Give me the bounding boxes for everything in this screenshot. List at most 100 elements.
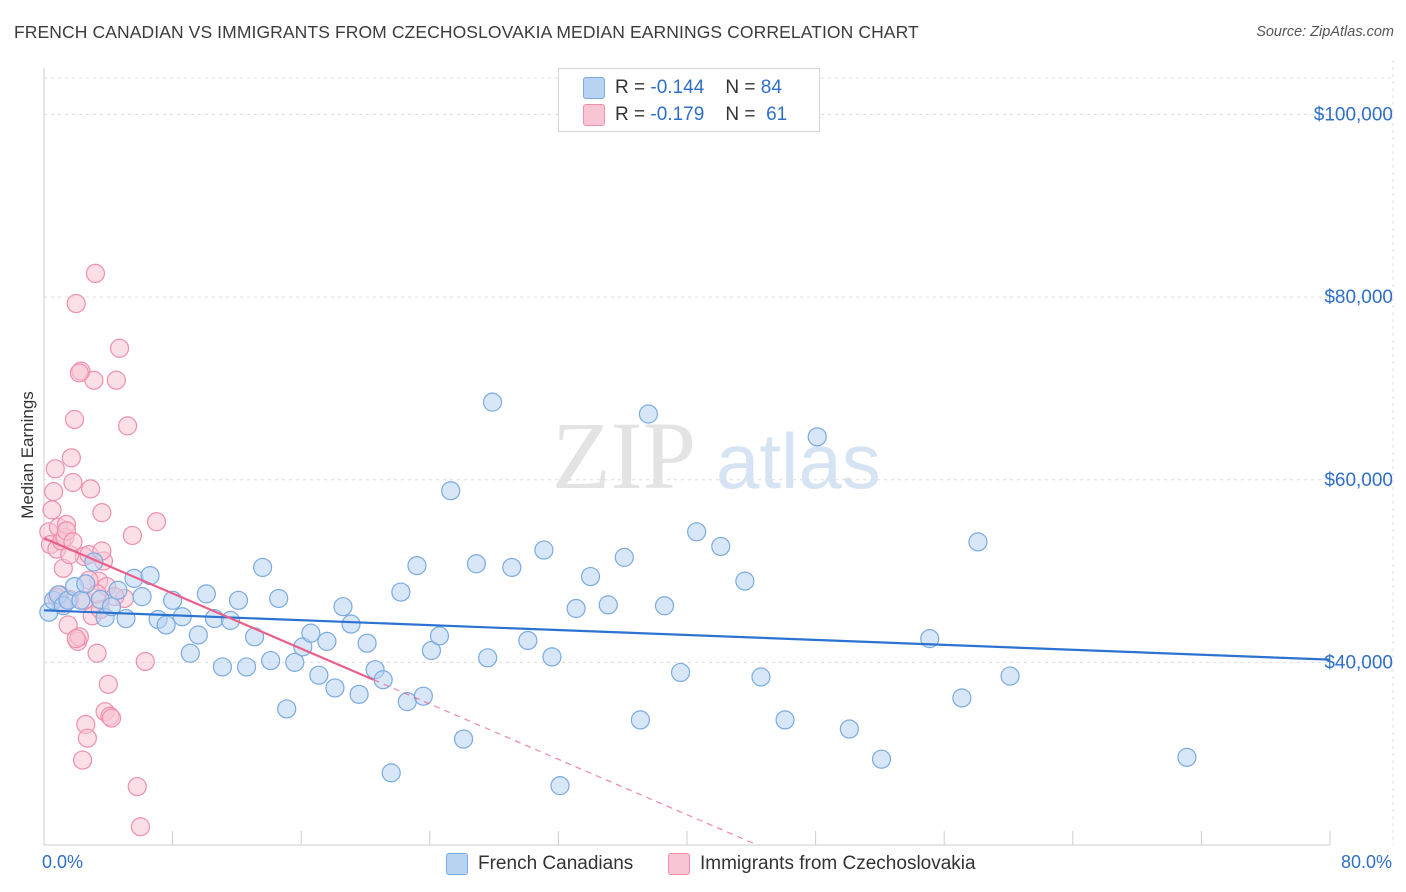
czechoslovakia-point xyxy=(64,409,85,430)
french-canadian-point xyxy=(1177,747,1197,767)
french-canadian-point xyxy=(598,595,618,615)
french-canadian-point xyxy=(807,427,827,447)
czechoslovakia-point xyxy=(42,500,62,520)
french-canadian-point xyxy=(453,729,474,749)
french-canadian-point xyxy=(381,763,401,783)
y-tick-label: $40,000 xyxy=(1324,652,1393,673)
french-canadian-point xyxy=(775,710,795,730)
source-label: Source: ZipAtlas.com xyxy=(1256,24,1394,40)
french-canadian-point xyxy=(349,684,369,704)
czechoslovakia-point xyxy=(63,472,83,493)
french-canadian-point xyxy=(502,557,522,578)
french-canadian-point xyxy=(132,587,152,607)
chart-title: FRENCH CANADIAN VS IMMIGRANTS FROM CZECH… xyxy=(14,22,919,42)
legend-n-value: 84 xyxy=(760,77,782,98)
czechoslovakia-point xyxy=(127,776,147,797)
french-canadian-point xyxy=(711,536,731,557)
french-canadian-point xyxy=(580,566,601,587)
legend-swatch-pink xyxy=(668,853,690,875)
czechoslovakia-point xyxy=(77,728,98,748)
french-canadian-point xyxy=(542,647,562,667)
y-tick-label: $100,000 xyxy=(1314,105,1393,126)
french-canadian-point xyxy=(285,652,305,672)
french-canadian-point xyxy=(968,532,988,552)
czechoslovakia-point xyxy=(101,708,122,728)
french-canadian-point xyxy=(614,547,634,567)
axis-layer xyxy=(43,68,1331,846)
y-tick-label: $60,000 xyxy=(1324,470,1393,491)
x-tick-label-min: 0.0% xyxy=(42,852,84,872)
french-canadian-point xyxy=(301,623,321,643)
french-canadian-point xyxy=(309,665,329,685)
czechoslovakia-point xyxy=(122,525,143,546)
french-canadian-point xyxy=(277,699,297,719)
legend-r-value: -0.179 xyxy=(650,104,705,125)
y-tick-label: $80,000 xyxy=(1324,287,1393,308)
french-canadian-point xyxy=(228,590,249,610)
french-canadian-point xyxy=(630,710,650,730)
french-canadian-point xyxy=(735,571,755,591)
legend-r-label: R = xyxy=(615,104,646,125)
french-canadian-point xyxy=(397,692,417,712)
czechoslovakia-trendline-extension xyxy=(373,679,758,846)
french-canadian-point xyxy=(156,615,176,635)
french-canadian-point xyxy=(391,582,411,602)
legend-swatch-blue xyxy=(446,853,468,875)
czechoslovakia-point xyxy=(45,459,65,479)
french-canadian-point xyxy=(325,678,345,698)
trend-lines xyxy=(43,537,1331,846)
french-canadian-point xyxy=(478,648,498,668)
legend-n-value: 61 xyxy=(766,104,788,125)
legend-swatch-blue xyxy=(583,77,605,99)
czechoslovakia-point xyxy=(106,370,126,390)
french-canadian-point xyxy=(534,540,554,560)
french-canadian-point xyxy=(101,597,122,617)
czechoslovakia-point xyxy=(146,512,167,532)
french-canadian-point xyxy=(188,625,208,645)
series-czechoslovakia-points xyxy=(39,263,167,837)
legend-label-french-canadians: French Canadians xyxy=(478,853,634,874)
french-canadian-point xyxy=(76,574,96,594)
legend-swatch-pink xyxy=(583,104,605,126)
french-canadian-point xyxy=(212,657,233,677)
y-axis-label: Median Earnings xyxy=(18,391,37,519)
french-canadian-point xyxy=(180,643,200,663)
french-canadian-point xyxy=(550,776,570,796)
french-canadian-point xyxy=(357,633,377,653)
czechoslovakia-point xyxy=(109,338,130,358)
czechoslovakia-point xyxy=(117,416,138,436)
legend-r-value: -0.144 xyxy=(650,77,705,98)
legend-n-label: N = xyxy=(725,77,756,98)
watermark-zip: ZIP xyxy=(552,402,696,509)
french-canadian-point xyxy=(413,686,433,706)
french-canadian-point xyxy=(518,630,538,651)
czechoslovakia-point xyxy=(85,263,106,284)
french-canadian-point xyxy=(871,749,892,769)
french-canadian-point xyxy=(333,597,353,617)
french-canadian-point xyxy=(196,584,216,604)
legend-label-czechoslovakia: Immigrants from Czechoslovakia xyxy=(700,853,976,874)
french-canadian-point xyxy=(952,688,972,708)
czechoslovakia-point xyxy=(135,651,155,672)
french-canadian-point xyxy=(839,719,859,739)
czechoslovakia-point xyxy=(61,448,81,468)
y-tick-labels: $40,000 $60,000 $80,000 $100,000 xyxy=(1314,105,1393,674)
french-canadian-point xyxy=(566,598,586,619)
czechoslovakia-point xyxy=(87,643,107,663)
x-tick-label-max: 80.0% xyxy=(1340,852,1392,872)
french-canadian-point xyxy=(466,554,487,574)
french-canadian-point xyxy=(373,670,393,690)
french-canadian-point xyxy=(654,596,675,616)
czechoslovakia-point xyxy=(92,503,112,523)
french-canadians-trendline xyxy=(43,609,1331,661)
french-canadian-point xyxy=(421,640,442,661)
french-canadian-point xyxy=(670,662,691,683)
czechoslovakia-trendline xyxy=(43,537,374,681)
czechoslovakia-point xyxy=(98,674,118,694)
watermark: ZIP atlas xyxy=(552,402,881,509)
french-canadian-point xyxy=(261,650,281,671)
french-canadian-point xyxy=(236,657,257,677)
french-canadian-point xyxy=(638,404,659,424)
french-canadian-point xyxy=(1000,666,1020,686)
french-canadian-point xyxy=(429,626,450,646)
